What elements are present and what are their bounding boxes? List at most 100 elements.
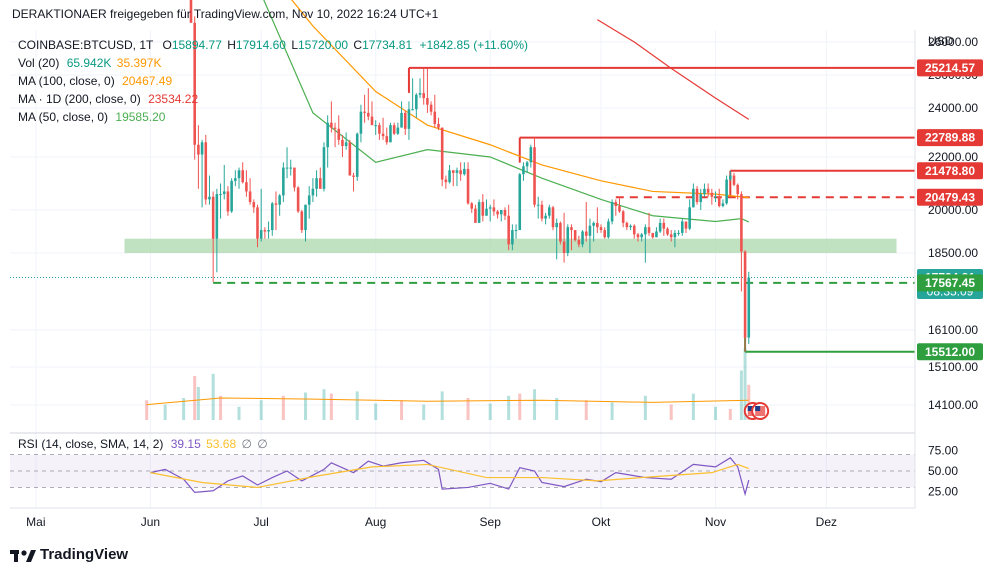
candle-body[interactable] (459, 170, 462, 175)
rsi-legend[interactable]: RSI (14, close, SMA, 14, 2) 39.15 53.68 … (18, 437, 268, 451)
candle-body[interactable] (529, 147, 533, 163)
price-label-box[interactable] (917, 59, 983, 77)
candle-body[interactable] (522, 166, 525, 175)
candle-body[interactable] (289, 167, 293, 169)
candle-body[interactable] (747, 277, 751, 338)
price-label-box[interactable] (917, 274, 983, 292)
candle-body[interactable] (392, 125, 396, 134)
candle-body[interactable] (444, 179, 448, 183)
candle-body[interactable] (485, 208, 488, 216)
candle-body[interactable] (614, 202, 618, 207)
candle-body[interactable] (337, 128, 341, 140)
candle-body[interactable] (252, 202, 256, 208)
candle-body[interactable] (352, 175, 355, 177)
candle-body[interactable] (204, 142, 208, 200)
candle-body[interactable] (378, 125, 381, 134)
candle-body[interactable] (684, 221, 688, 229)
candle-body[interactable] (241, 170, 245, 183)
candle-body[interactable] (488, 207, 492, 209)
ma200-legend[interactable]: MA · 1D (200, close, 0) 23534.22 (18, 92, 198, 106)
candle-body[interactable] (263, 230, 267, 232)
candle-body[interactable] (415, 94, 418, 110)
candle-body[interactable] (437, 123, 440, 128)
candle-body[interactable] (282, 167, 285, 196)
candle-body[interactable] (466, 168, 470, 204)
candle-body[interactable] (407, 109, 411, 129)
candle-body[interactable] (318, 178, 322, 189)
candle-body[interactable] (463, 168, 466, 175)
candle-body[interactable] (451, 170, 455, 173)
candle-body[interactable] (492, 207, 496, 212)
candle-body[interactable] (418, 93, 422, 95)
candle-body[interactable] (200, 142, 204, 155)
candle-body[interactable] (440, 127, 444, 180)
candle-body[interactable] (703, 188, 706, 195)
candle-body[interactable] (599, 227, 603, 231)
candle-body[interactable] (573, 230, 577, 241)
price-axis[interactable]: 26000.0025000.0024000.0022000.0020000.00… (917, 35, 983, 499)
candle-body[interactable] (536, 204, 540, 206)
candle-body[interactable] (481, 202, 485, 216)
event-flags[interactable] (743, 402, 770, 420)
candle-body[interactable] (344, 142, 348, 146)
candle-body[interactable] (632, 225, 636, 235)
candle-body[interactable] (581, 231, 584, 245)
candle-body[interactable] (367, 112, 370, 117)
candle-body[interactable] (503, 210, 507, 216)
candle-body[interactable] (477, 202, 481, 223)
candle-body[interactable] (592, 222, 595, 226)
candle-body[interactable] (400, 112, 403, 128)
candle-body[interactable] (555, 222, 558, 228)
candle-body[interactable] (322, 147, 326, 189)
candle-body[interactable] (584, 231, 588, 236)
candle-body[interactable] (267, 230, 270, 232)
candle-body[interactable] (566, 227, 570, 253)
candle-body[interactable] (381, 133, 385, 137)
candle-body[interactable] (333, 127, 337, 129)
candle-body[interactable] (230, 180, 233, 212)
volume-legend[interactable]: Vol (20) 65.942K 35.397K (18, 56, 161, 70)
price-label-box[interactable] (917, 129, 983, 147)
candle-body[interactable] (518, 174, 522, 231)
candle-body[interactable] (293, 167, 296, 188)
candle-body[interactable] (403, 112, 407, 129)
candle-body[interactable] (540, 204, 544, 219)
candle-body[interactable] (433, 111, 437, 124)
candle-body[interactable] (673, 232, 677, 238)
candle-body[interactable] (330, 122, 333, 128)
candle-body[interactable] (559, 222, 562, 242)
candle-body[interactable] (669, 234, 673, 238)
candle-body[interactable] (647, 227, 651, 233)
ma100-legend[interactable]: MA (100, close, 0) 20467.49 (18, 74, 172, 88)
candle-body[interactable] (341, 139, 344, 146)
candle-body[interactable] (285, 167, 289, 169)
candle-body[interactable] (355, 133, 359, 177)
candle-body[interactable] (197, 144, 200, 155)
candle-body[interactable] (640, 234, 643, 238)
candle-body[interactable] (706, 188, 710, 193)
candle-body[interactable] (208, 196, 211, 200)
price-label-box[interactable] (917, 162, 983, 180)
candle-body[interactable] (248, 191, 252, 203)
candle-body[interactable] (732, 175, 736, 185)
candle-body[interactable] (455, 170, 459, 173)
candle-body[interactable] (533, 147, 536, 205)
candle-body[interactable] (300, 211, 304, 231)
candle-body[interactable] (219, 194, 222, 196)
candle-body[interactable] (326, 122, 329, 148)
candle-body[interactable] (677, 232, 680, 234)
candle-body[interactable] (348, 142, 352, 176)
candle-body[interactable] (304, 204, 307, 231)
candle-body[interactable] (499, 210, 503, 215)
candle-body[interactable] (577, 240, 581, 245)
candle-body[interactable] (714, 196, 717, 198)
candle-body[interactable] (215, 194, 219, 239)
candle-body[interactable] (256, 207, 259, 239)
price-label-box[interactable] (917, 188, 983, 206)
candle-body[interactable] (736, 184, 739, 195)
candle-body[interactable] (636, 234, 640, 238)
candle-body[interactable] (625, 222, 629, 228)
candle-body[interactable] (274, 203, 278, 205)
candle-body[interactable] (474, 208, 477, 223)
